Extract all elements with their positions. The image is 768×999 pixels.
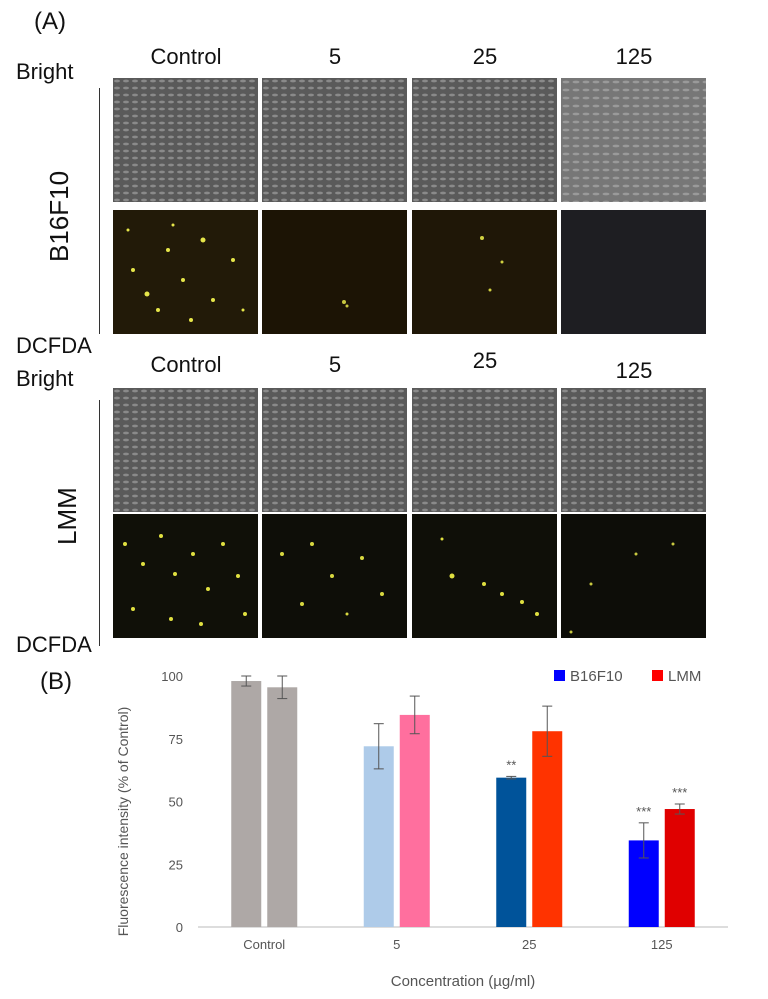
- micrograph-lmm-bright-control: [113, 388, 258, 512]
- bar-b16f10-5: [363, 746, 394, 927]
- panel-a-label: (A): [34, 8, 66, 35]
- bar-b16f10-25: [496, 777, 527, 927]
- y-tick-label: 50: [169, 795, 183, 810]
- micrograph-b16f10-bright-25: [412, 78, 557, 202]
- micrograph-lmm-dcfda-25: [412, 514, 557, 638]
- bar-lmm-control: [267, 687, 298, 927]
- conc-header-5-bottom: 5: [328, 352, 342, 377]
- micrograph-lmm-bright-125: [561, 388, 706, 512]
- conc-header-125-bottom: 125: [615, 358, 653, 383]
- micrograph-lmm-dcfda-control: [113, 514, 258, 638]
- significance-label: ***: [672, 785, 687, 800]
- micrograph-lmm-dcfda-5: [262, 514, 407, 638]
- micrograph-b16f10-bright-control: [113, 78, 258, 202]
- y-tick-label: 75: [169, 732, 183, 747]
- micrograph-b16f10-dcfda-125: [561, 210, 706, 334]
- micrograph-b16f10-bright-5: [262, 78, 407, 202]
- bar-chart: 0 25 50 75 100 Control 5 ** 25 *** *** 125 Concentra…: [115, 668, 728, 990]
- x-axis-title: Concentration (µg/ml): [391, 973, 536, 990]
- conc-header-control-top: Control: [150, 44, 222, 69]
- y-tick-label: 0: [176, 920, 183, 935]
- row-label-bright-top: Bright: [16, 59, 74, 84]
- x-tick-label: 125: [651, 937, 673, 952]
- bar-lmm-25: [532, 731, 563, 927]
- y-tick-label: 25: [169, 857, 183, 872]
- legend-swatch-b16f10: [554, 670, 565, 681]
- x-tick-label: 25: [522, 937, 536, 952]
- x-tick-label: Control: [243, 937, 285, 952]
- legend-swatch-lmm: [652, 670, 663, 681]
- divider-line-top: [99, 88, 100, 334]
- y-tick-label: 100: [161, 669, 183, 684]
- legend-label-lmm: LMM: [668, 668, 701, 685]
- conc-header-125-top: 125: [615, 44, 653, 69]
- row-label-dcfda-bottom: DCFDA: [16, 632, 92, 657]
- cell-line-label-lmm: LMM: [52, 487, 82, 545]
- bar-b16f10-control: [231, 681, 262, 927]
- x-tick-label: 5: [393, 937, 400, 952]
- conc-header-25-bottom: 25: [472, 348, 498, 373]
- divider-line-bottom: [99, 400, 100, 646]
- conc-header-control-bottom: Control: [150, 352, 222, 377]
- micrograph-b16f10-bright-125: [561, 78, 706, 202]
- micrograph-b16f10-dcfda-25: [412, 210, 557, 334]
- micrograph-lmm-bright-5: [262, 388, 407, 512]
- row-label-dcfda-top: DCFDA: [16, 333, 92, 358]
- conc-header-25-top: 25: [472, 44, 498, 69]
- panel-b-label: (B): [40, 668, 72, 695]
- legend-label-b16f10: B16F10: [570, 668, 623, 685]
- micrograph-b16f10-dcfda-control: [113, 210, 258, 334]
- y-axis-title: Fluorescence intensity (% of Control): [115, 707, 131, 937]
- bar-lmm-125: [664, 809, 695, 927]
- significance-label: ***: [636, 804, 651, 819]
- bar-lmm-5: [399, 714, 430, 927]
- cell-line-label-b16f10: B16F10: [44, 170, 74, 262]
- conc-header-5-top: 5: [328, 44, 342, 69]
- micrograph-lmm-bright-25: [412, 388, 557, 512]
- row-label-bright-bottom: Bright: [16, 366, 74, 391]
- micrograph-b16f10-dcfda-5: [262, 210, 407, 334]
- micrograph-lmm-dcfda-125: [561, 514, 706, 638]
- significance-label: **: [506, 757, 516, 772]
